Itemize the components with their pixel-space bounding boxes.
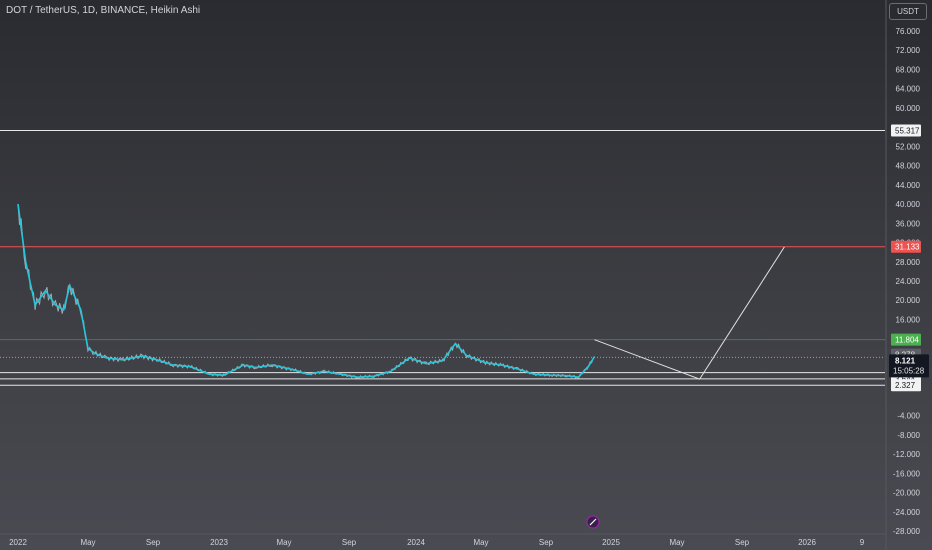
- y-tick-label-14: 16.000: [896, 315, 921, 324]
- y-tick-label-4: 60.000: [896, 104, 921, 113]
- x-tick-label-8: Sep: [539, 538, 554, 547]
- y-tick-label-8: 40.000: [896, 200, 921, 209]
- y-tick-label-18: -16.000: [893, 469, 921, 478]
- level-tag-label-2: 11.804: [895, 336, 919, 345]
- x-tick-label-6: 2024: [407, 538, 425, 547]
- level-tag-bg-5: [891, 379, 921, 392]
- y-tick-label-21: -28.000: [893, 527, 921, 536]
- y-tick-label-0: 76.000: [896, 27, 921, 36]
- y-tick-label-2: 68.000: [896, 65, 921, 74]
- x-tick-label-7: May: [473, 538, 488, 547]
- x-tick-label-2: Sep: [146, 538, 161, 547]
- y-tick-label-17: -12.000: [893, 450, 921, 459]
- x-tick-label-10: May: [669, 538, 684, 547]
- price-series-line: [17, 203, 596, 379]
- y-tick-label-7: 44.000: [896, 181, 921, 190]
- y-tick-label-6: 48.000: [896, 162, 921, 171]
- y-tick-label-5: 52.000: [896, 142, 921, 151]
- x-tick-label-9: 2025: [602, 538, 620, 547]
- last-price-tag-label: 8.121: [895, 356, 916, 365]
- last-price-tag-bg: [889, 354, 929, 378]
- x-tick-label-0: 2022: [9, 538, 27, 547]
- level-tag-label-5: 2.327: [895, 381, 916, 390]
- y-tick-label-19: -20.000: [893, 489, 921, 498]
- y-tick-label-16: -8.000: [897, 431, 920, 440]
- level-tag-label-1: 31.133: [895, 243, 920, 252]
- y-tick-label-3: 64.000: [896, 85, 921, 94]
- x-tick-label-13: 9: [860, 538, 865, 547]
- level-tag-bg-1: [891, 240, 921, 253]
- currency-selector[interactable]: USDT: [889, 3, 927, 20]
- projection-path: [594, 246, 785, 380]
- x-tick-label-12: 2026: [798, 538, 816, 547]
- level-tag-bg-0: [891, 124, 921, 137]
- event-marker-glyph: [589, 518, 597, 526]
- level-tag-label-0: 55.317: [895, 126, 920, 135]
- price-wicks: [17, 204, 595, 380]
- y-tick-label-1: 72.000: [896, 46, 921, 55]
- level-tag-bg-2: [891, 333, 921, 346]
- x-tick-label-3: 2023: [210, 538, 228, 547]
- x-tick-label-5: Sep: [342, 538, 357, 547]
- y-tick-label-13: 20.000: [896, 296, 921, 305]
- y-tick-label-11: 28.000: [896, 258, 921, 267]
- x-tick-label-11: Sep: [735, 538, 750, 547]
- countdown-tag-label: 15:05:28: [893, 366, 925, 375]
- y-tick-label-12: 24.000: [896, 277, 921, 286]
- chart-title: DOT / TetherUS, 1D, BINANCE, Heikin Ashi: [6, 5, 201, 16]
- x-tick-label-4: May: [276, 538, 291, 547]
- y-tick-label-9: 36.000: [896, 219, 921, 228]
- y-tick-label-20: -24.000: [893, 508, 921, 517]
- y-tick-label-15: -4.000: [897, 412, 920, 421]
- x-tick-label-1: May: [80, 538, 95, 547]
